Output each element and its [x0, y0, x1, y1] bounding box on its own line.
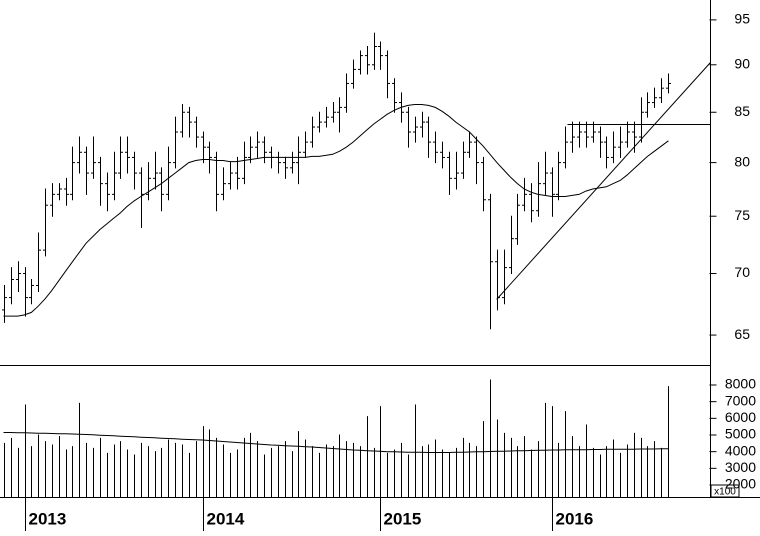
unit-box	[710, 484, 740, 498]
y-tick-label: 85	[734, 103, 750, 119]
x-tick-label: 2014	[207, 509, 245, 528]
y-tick-label: 80	[734, 153, 750, 169]
x-tick-label: 2016	[556, 509, 594, 528]
volume-unit: x100	[714, 487, 736, 498]
y-tick-label: 7000	[725, 392, 756, 408]
y-tick-label: 95	[734, 11, 750, 27]
moving-average	[3, 104, 669, 317]
y-tick-label: 5000	[725, 426, 756, 442]
y-tick-label: 75	[734, 207, 750, 223]
x-tick-label: 2015	[384, 509, 422, 528]
y-tick-label: 2000	[725, 476, 756, 492]
volume-average	[3, 432, 669, 453]
y-tick-label: 8000	[725, 376, 756, 392]
y-tick-label: 90	[734, 55, 750, 71]
y-tick-label: 70	[734, 264, 750, 280]
y-tick-label: 3000	[725, 459, 756, 475]
support-trendline	[496, 62, 711, 300]
y-tick-label: 4000	[725, 442, 756, 458]
x-tick-label: 2013	[29, 509, 67, 528]
y-tick-label: 6000	[725, 409, 756, 425]
y-tick-label: 65	[734, 326, 750, 342]
